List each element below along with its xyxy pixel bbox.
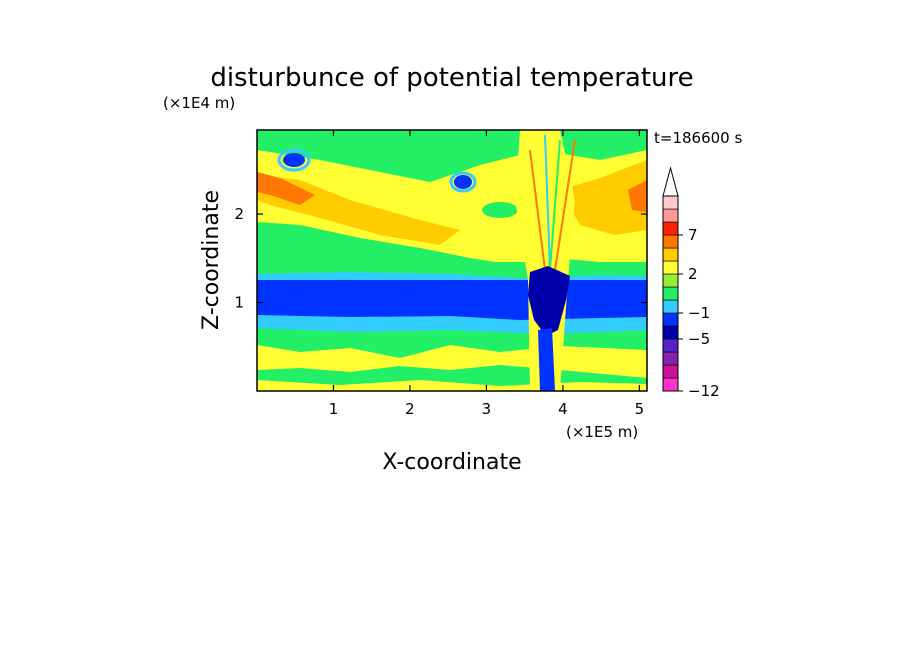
y-axis: 12 <box>234 205 647 312</box>
disturbance-ray-4 <box>549 139 561 271</box>
colorbar-swatch <box>662 338 679 353</box>
y-unit-label: (×1E4 m) <box>163 94 235 112</box>
disturbance-ray-3 <box>554 139 576 271</box>
colorbar-swatch <box>662 221 679 236</box>
plot-field <box>257 130 647 391</box>
colorbar-swatch <box>662 377 679 392</box>
blue-spot-2 <box>454 175 472 189</box>
y-tick-label: 2 <box>234 205 244 223</box>
time-label: t=186600 s <box>654 129 742 147</box>
chart-title: disturbunce of potential temperature <box>210 63 693 93</box>
colorbar-tick-label: −1 <box>688 304 710 322</box>
blue-spot-1 <box>283 153 305 167</box>
x-tick-label: 4 <box>558 400 568 418</box>
green-patch-a <box>406 140 454 160</box>
disturbance-plume <box>515 130 575 391</box>
colorbar-swatch <box>662 234 679 249</box>
colorbar-swatch <box>662 195 679 210</box>
blue-spot-1-ring <box>277 148 311 172</box>
x-axis-title: X-coordinate <box>382 450 521 475</box>
x-axis: 1 2 3 4 5 <box>329 130 644 418</box>
upper-darkorange-left <box>257 172 315 205</box>
x-tick-label: 2 <box>405 400 415 418</box>
disturbance-ray-2 <box>544 134 551 271</box>
blue-band <box>257 280 647 320</box>
colorbar-extend-arrow <box>662 166 679 197</box>
plot-frame <box>256 129 648 392</box>
upper-darkorange-right <box>628 180 647 212</box>
colorbar-swatch <box>662 286 679 301</box>
colorbar-swatch <box>662 260 679 275</box>
x-tick-label: 5 <box>635 400 645 418</box>
colorbar: 7 2 −1 −5 −12 <box>662 166 720 400</box>
colorbar-tick-label: −12 <box>688 382 720 400</box>
colorbar-swatch <box>662 299 679 314</box>
blue-spot-2-ring <box>449 171 477 193</box>
colorbar-frame <box>662 195 679 392</box>
colorbar-swatch <box>662 364 679 379</box>
colorbar-swatch <box>662 351 679 366</box>
colorbar-tick-label: 7 <box>688 226 698 244</box>
disturbance-ray-1 <box>529 149 546 271</box>
colorbar-swatch <box>662 273 679 288</box>
y-tick-label: 1 <box>234 294 244 312</box>
upper-orange-band-right <box>560 160 647 235</box>
x-unit-label: (×1E5 m) <box>566 423 638 441</box>
colorbar-tick-label: 2 <box>688 265 698 283</box>
disturbance-stem <box>538 328 555 391</box>
x-tick-label: 3 <box>482 400 492 418</box>
colorbar-swatch <box>662 312 679 327</box>
green-patch-b <box>482 202 518 218</box>
disturbance-core <box>528 266 570 336</box>
colorbar-swatch <box>662 247 679 262</box>
x-tick-label: 1 <box>329 400 339 418</box>
colorbar-swatch <box>662 325 679 340</box>
colorbar-swatch <box>662 208 679 223</box>
colorbar-tick-label: −5 <box>688 330 710 348</box>
y-axis-title: Z-coordinate <box>199 190 224 330</box>
